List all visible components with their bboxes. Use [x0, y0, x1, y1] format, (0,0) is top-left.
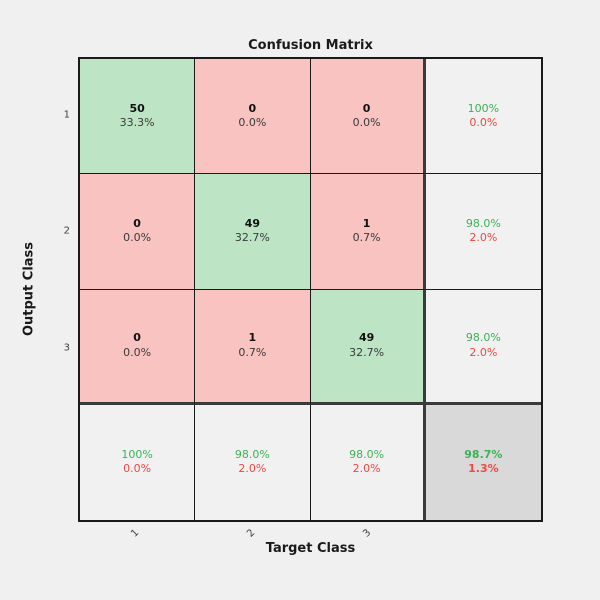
cell-good-percent: 100%: [121, 448, 153, 462]
x-tick-1: 1: [129, 527, 142, 540]
cell-bad-percent: 2.0%: [352, 462, 381, 476]
cell-count: 50: [129, 101, 145, 115]
cell-r1c3: 0 0.0%: [310, 59, 426, 175]
cell-count: 49: [244, 217, 261, 231]
cell-count: 0: [362, 101, 371, 115]
cell-good-percent: 98.0%: [349, 448, 385, 462]
cell-percent: 0.7%: [352, 231, 381, 245]
cell-bad-percent: 0.0%: [123, 462, 152, 476]
cell-r3-summary: 98.0% 2.0%: [425, 289, 541, 405]
cell-c3-summary: 98.0% 2.0%: [310, 404, 426, 520]
cell-r2c3: 1 0.7%: [310, 174, 426, 290]
overall-good-percent: 98.7%: [464, 448, 503, 462]
cell-good-percent: 98.0%: [234, 448, 270, 462]
cell-percent: 0.0%: [123, 231, 152, 245]
cell-good-percent: 98.0%: [465, 331, 501, 345]
y-tick-2: 2: [63, 225, 70, 237]
cell-r1-summary: 100% 0.0%: [425, 59, 541, 175]
cell-r2c1: 0 0.0%: [80, 174, 196, 290]
cell-percent: 0.0%: [238, 116, 267, 130]
cell-c1-summary: 100% 0.0%: [80, 404, 196, 520]
cell-percent: 0.7%: [238, 345, 267, 359]
cell-r1c2: 0 0.0%: [195, 59, 311, 175]
cell-percent: 33.3%: [119, 116, 155, 130]
overall-bad-percent: 1.3%: [468, 462, 499, 476]
y-tick-1: 1: [63, 109, 70, 121]
cell-good-percent: 98.0%: [465, 217, 501, 231]
x-axis-label: Target Class: [265, 541, 356, 556]
cell-bad-percent: 2.0%: [469, 231, 498, 245]
cell-count: 49: [358, 331, 375, 345]
cell-c2-summary: 98.0% 2.0%: [195, 404, 311, 520]
cell-r2c2: 49 32.7%: [195, 174, 311, 290]
cell-count: 1: [248, 331, 257, 345]
cell-percent: 32.7%: [349, 345, 385, 359]
y-axis-label: Output Class: [21, 241, 37, 337]
cell-good-percent: 100%: [467, 101, 500, 115]
cell-bad-percent: 0.0%: [469, 116, 498, 130]
cell-count: 0: [133, 217, 141, 231]
y-tick-3: 3: [63, 342, 70, 354]
cell-bad-percent: 2.0%: [469, 345, 498, 359]
cell-count: 1: [362, 217, 371, 231]
cell-percent: 0.0%: [123, 345, 152, 359]
cell-r2-summary: 98.0% 2.0%: [425, 174, 541, 290]
chart-title: Confusion Matrix: [248, 38, 373, 53]
cell-r1c1: 50 33.3%: [80, 59, 196, 175]
cell-r3c2: 1 0.7%: [195, 289, 311, 405]
cell-count: 0: [248, 101, 257, 115]
cell-r3c3: 49 32.7%: [310, 289, 426, 405]
cell-percent: 32.7%: [234, 231, 270, 245]
confusion-matrix-grid: 50 33.3% 0 0.0% 0 0.0% 100% 0.0% 0 0.0% …: [78, 57, 543, 522]
x-tick-3: 3: [361, 527, 374, 540]
cell-percent: 0.0%: [352, 116, 381, 130]
cell-bad-percent: 2.0%: [238, 462, 267, 476]
cell-count: 0: [133, 331, 141, 345]
cell-r3c1: 0 0.0%: [80, 289, 196, 405]
x-tick-2: 2: [245, 527, 258, 540]
cell-overall-accuracy: 98.7% 1.3%: [425, 404, 541, 520]
